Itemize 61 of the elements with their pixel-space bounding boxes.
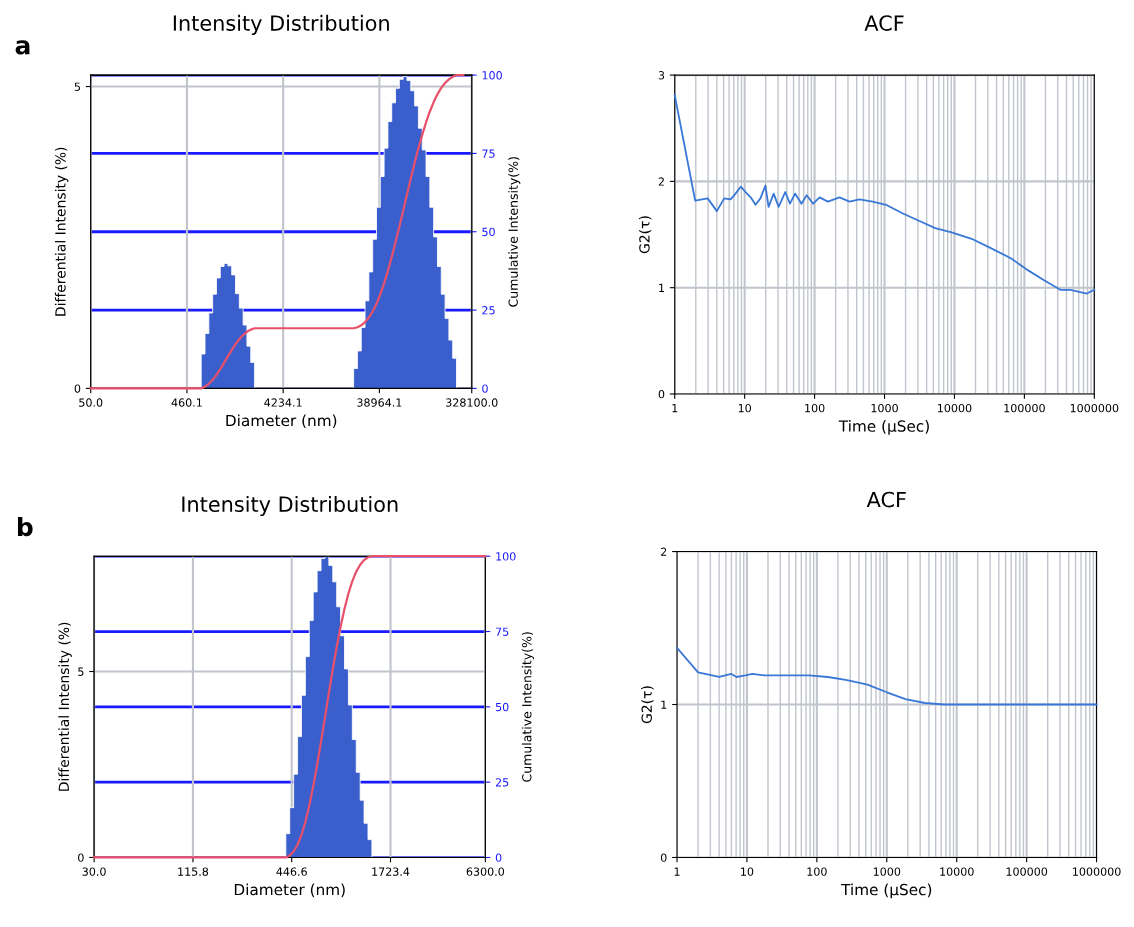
text: b	[17, 516, 33, 537]
chart-title: ACF	[866, 491, 906, 508]
y-tick-label: 0	[74, 384, 81, 393]
x-tick-label: 1000000	[1070, 403, 1119, 413]
x-tick-label: 100	[807, 867, 827, 876]
y-axis-title: G2(τ)	[638, 216, 652, 254]
chart-title: Intensity Distribution	[173, 14, 389, 35]
x-tick-label: 115.8	[178, 867, 209, 876]
x-tick-label: 1	[674, 867, 680, 876]
y-axis-title: Differential Intensity (%)	[54, 147, 69, 316]
y-tick-label: 2	[658, 177, 664, 186]
x-axis-title: Time (µSec)	[841, 883, 932, 899]
y2-tick-label: 100	[482, 71, 502, 80]
y2-tick-label: 50	[482, 227, 495, 237]
x-tick-label: 446.6	[276, 867, 307, 876]
x-axis-title: Time (µSec)	[838, 420, 929, 435]
y-tick-label: 0	[658, 389, 665, 399]
y2-tick-label: 100	[496, 552, 516, 561]
x-tick-label: 50.0	[79, 398, 103, 407]
y2-tick-label: 75	[482, 149, 495, 158]
y2-axis-title: Cumulative Intensity(%)	[521, 632, 534, 782]
y-tick-label: 2	[661, 547, 667, 556]
chart-title: ACF	[864, 15, 904, 31]
x-tick-label: 1000000	[1073, 867, 1121, 876]
y2-tick-label: 75	[495, 627, 509, 636]
x-tick-label: 1723.4	[372, 867, 410, 876]
x-tick-label: 460.1	[171, 398, 202, 407]
x-tick-label: 100000	[1006, 867, 1048, 876]
y-axis-title: Differential Intensity (%)	[58, 622, 72, 791]
y-axis-title: G2(τ)	[641, 686, 654, 724]
y2-tick-label: 0	[495, 853, 502, 862]
x-tick-label: 6300.0	[466, 867, 505, 876]
y2-tick-label: 0	[482, 384, 488, 393]
x-tick-label: 38964.1	[357, 398, 402, 407]
y2-axis-title: Cumulative Intensity(%)	[508, 157, 521, 307]
y2-tick-label: 50	[495, 702, 509, 712]
x-tick-label: 10	[741, 867, 754, 876]
x-tick-label: 10000	[938, 403, 972, 413]
chart-title: Intensity Distribution	[182, 495, 398, 517]
x-tick-label: 328100.0	[446, 398, 498, 407]
y2-tick-label: 25	[495, 778, 509, 787]
y-tick-label: 1	[661, 700, 667, 709]
y-tick-label: 0	[660, 853, 667, 862]
text: a	[15, 40, 30, 55]
y-tick-label: 0	[78, 853, 84, 862]
y-tick-label: 3	[658, 71, 665, 80]
x-tick-label: 10000	[940, 867, 974, 876]
x-tick-label: 1000	[873, 867, 901, 876]
x-tick-label: 100000	[1004, 403, 1045, 413]
x-tick-label: 100	[805, 403, 825, 413]
x-axis-title: Diameter (nm)	[226, 414, 337, 429]
x-tick-label: 4234.1	[264, 398, 302, 407]
y-tick-label: 5	[78, 667, 84, 676]
x-tick-label: 10	[738, 403, 751, 413]
x-tick-label: 1000	[871, 403, 898, 413]
y-tick-label: 1	[659, 283, 664, 292]
y-tick-label: 5	[74, 82, 81, 91]
x-tick-label: 30.0	[82, 867, 106, 876]
x-tick-label: 1	[672, 404, 678, 413]
y2-tick-label: 25	[482, 306, 495, 315]
x-axis-title: Diameter (nm)	[234, 883, 345, 898]
